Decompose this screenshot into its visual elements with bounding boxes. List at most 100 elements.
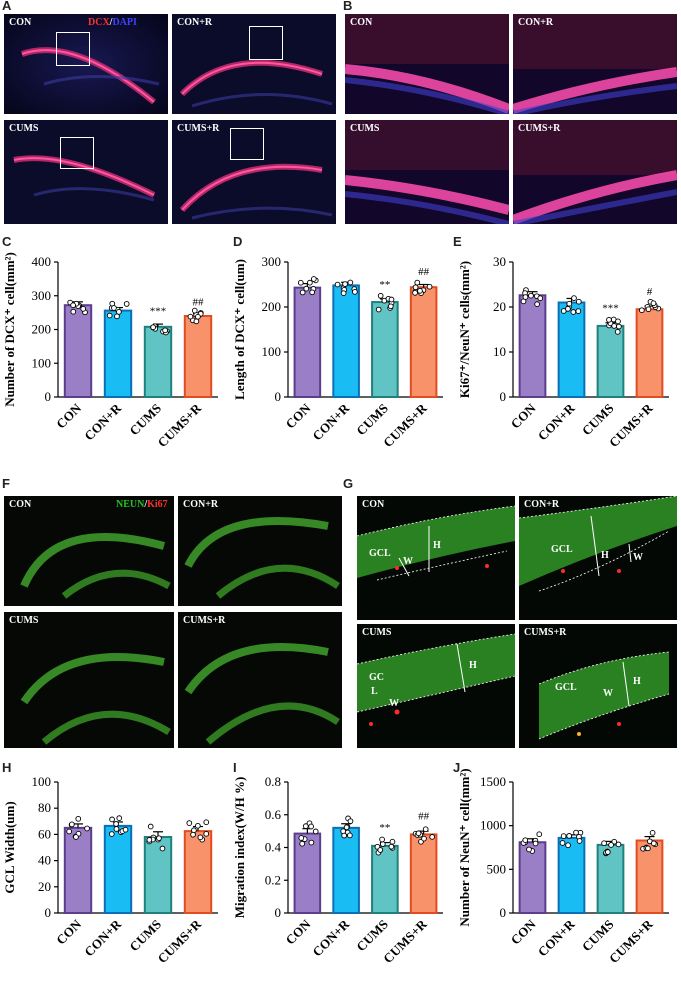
data-point bbox=[379, 836, 385, 843]
y-tick-label: 80 bbox=[38, 800, 51, 815]
data-point bbox=[343, 824, 350, 831]
x-tick-label: CON+R bbox=[535, 916, 578, 959]
x-tick-label: CUMS+R bbox=[380, 916, 430, 966]
micrograph-b-cums-r: CUMS+R bbox=[513, 120, 677, 224]
panel-letter-b: B bbox=[343, 0, 353, 13]
data-point bbox=[559, 840, 566, 846]
panel-letter-j: J bbox=[453, 760, 461, 775]
y-tick-label: 1500 bbox=[480, 774, 506, 789]
y-tick-label: 30 bbox=[493, 254, 506, 269]
bar-cums-plus-r bbox=[635, 839, 664, 914]
y-tick-label: 200 bbox=[32, 322, 52, 337]
bar-con bbox=[63, 304, 93, 398]
x-tick-label: CON bbox=[508, 400, 539, 431]
data-point bbox=[297, 279, 304, 286]
significance-mark: ## bbox=[193, 296, 205, 308]
chart-c: 0 100 200 300 400 Number of DCX⁺ cell(mm²) CON… bbox=[0, 240, 230, 475]
micro-label: CON+R bbox=[177, 17, 213, 28]
y-tick-label: 0 bbox=[275, 389, 282, 404]
y-tick-label: 0.6 bbox=[265, 807, 282, 822]
data-point bbox=[429, 834, 436, 840]
data-point bbox=[342, 281, 348, 287]
y-axis-label: GCL Width(um) bbox=[2, 801, 17, 893]
significance-mark: ** bbox=[379, 822, 390, 834]
data-point bbox=[387, 303, 394, 310]
micrograph-f-cums: CUMS bbox=[4, 612, 174, 748]
bar-con-plus-r bbox=[103, 309, 133, 398]
data-point bbox=[576, 838, 583, 844]
data-point bbox=[606, 316, 612, 323]
significance-mark: ** bbox=[379, 279, 390, 291]
panel-letter-g: G bbox=[343, 476, 354, 491]
data-point bbox=[187, 313, 194, 320]
gcl-label: GCL bbox=[555, 682, 577, 693]
chart-j-svg: 0 500 1000 1500 Number of NeuN⁺ cell(mm²) CON… bbox=[457, 768, 669, 966]
data-point bbox=[352, 289, 358, 295]
gcl-label: GCL bbox=[551, 544, 573, 555]
chart-e: 0 10 20 30 Ki67⁺/NeuN⁺ cells(mm²) CON CON+R ***… bbox=[455, 240, 681, 475]
data-point bbox=[604, 849, 611, 855]
legend-dapi: DAPI bbox=[112, 17, 137, 28]
data-point bbox=[526, 846, 532, 853]
y-tick-label: 300 bbox=[262, 254, 282, 269]
data-point bbox=[111, 305, 117, 311]
data-point bbox=[616, 323, 622, 330]
data-point bbox=[307, 279, 313, 286]
data-point bbox=[412, 289, 418, 296]
data-point bbox=[66, 828, 73, 835]
data-point bbox=[537, 295, 544, 302]
panel-letter-f: F bbox=[2, 476, 10, 491]
data-point bbox=[150, 324, 156, 331]
data-point bbox=[73, 834, 79, 840]
x-tick-label: CON+R bbox=[309, 400, 352, 443]
bar-con-plus-r bbox=[332, 284, 360, 398]
data-point bbox=[334, 281, 341, 288]
y-axis-label: Number of NeuN⁺ cell(mm²) bbox=[457, 768, 472, 926]
data-point bbox=[159, 845, 166, 852]
bar-cums bbox=[596, 324, 625, 398]
bar-cums-plus-r bbox=[183, 830, 213, 914]
y-axis-label: Ki67⁺/NeuN⁺ cells(mm²) bbox=[457, 261, 472, 398]
y-tick-label: 0.2 bbox=[265, 872, 281, 887]
micro-label: CON bbox=[9, 499, 32, 510]
panel-letter-c: C bbox=[2, 234, 12, 249]
data-point bbox=[377, 847, 384, 853]
chart-d-svg: 0 100 200 300 Length of DCX⁺ cell(um) CONCON+… bbox=[232, 254, 443, 450]
data-point bbox=[422, 826, 429, 833]
data-point bbox=[186, 820, 193, 826]
micro-label: CON bbox=[362, 499, 385, 510]
chart-d: 0 100 200 300 Length of DCX⁺ cell(um) CON CON+… bbox=[230, 240, 455, 475]
bar-cums-plus-r bbox=[409, 833, 438, 914]
y-tick-label: 60 bbox=[38, 826, 51, 841]
data-point bbox=[571, 295, 577, 301]
data-point bbox=[302, 823, 309, 829]
stain-legend: DCX/DAPI bbox=[88, 17, 137, 28]
bar-con bbox=[293, 286, 322, 398]
data-point bbox=[70, 302, 76, 309]
data-point bbox=[528, 292, 534, 299]
chart-c-svg: 0 100 200 300 400 Number of DCX⁺ cell(mm²) CON… bbox=[2, 252, 218, 450]
data-point bbox=[426, 283, 433, 290]
x-tick-label: CUMS bbox=[579, 401, 617, 439]
data-point bbox=[197, 834, 204, 841]
data-point bbox=[412, 284, 419, 291]
bar-con bbox=[518, 841, 547, 914]
inset-box bbox=[56, 32, 90, 66]
data-point bbox=[611, 323, 618, 329]
data-point bbox=[108, 831, 115, 837]
data-point bbox=[310, 276, 317, 282]
bar-cums-plus-r bbox=[635, 308, 664, 398]
significance-mark: *** bbox=[150, 306, 167, 318]
x-tick-label: CON bbox=[508, 916, 539, 947]
micro-label: CUMS+R bbox=[518, 123, 561, 134]
x-tick-label: CUMS bbox=[353, 917, 391, 955]
gcl-label-line2: L bbox=[371, 686, 378, 697]
significance-mark: # bbox=[647, 286, 653, 298]
x-tick-label: CON bbox=[53, 916, 84, 947]
x-tick-label: CUMS bbox=[353, 401, 391, 439]
data-point bbox=[522, 294, 529, 300]
panel-letter-a: A bbox=[2, 0, 12, 13]
micro-label: CON+R bbox=[183, 499, 219, 510]
data-point bbox=[116, 815, 123, 821]
